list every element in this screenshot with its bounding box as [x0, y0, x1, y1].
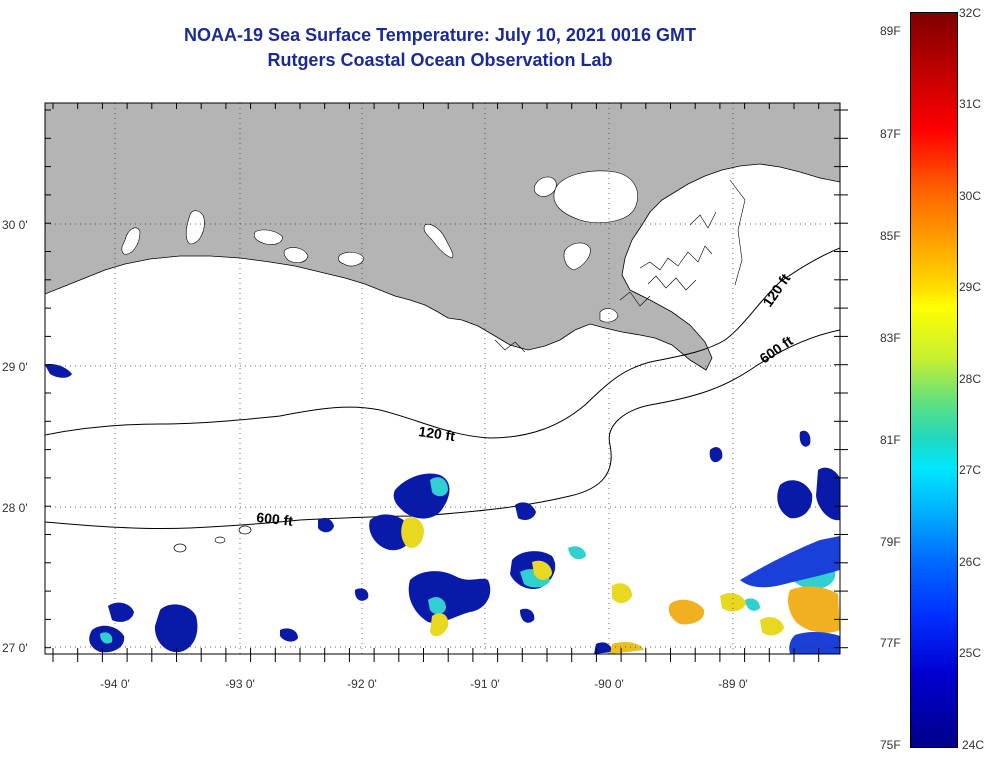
contour-label: 600 ft — [256, 509, 294, 529]
lon-label: -93 0' — [225, 677, 255, 691]
lon-label: -91 0' — [470, 677, 500, 691]
colorbar-celsius-label: 31C — [959, 97, 982, 111]
colorbar-celsius-label: 25C — [959, 646, 982, 660]
colorbar-celsius-label: 29C — [959, 280, 982, 294]
colorbar-fahrenheit-label: 87F — [880, 127, 901, 141]
contour-label: 120 ft — [418, 423, 457, 444]
colorbar-fahrenheit-label: 89F — [880, 24, 901, 38]
lat-label: 27 0' — [2, 641, 28, 655]
lakes — [121, 170, 638, 323]
colorbar-fahrenheit-label: 79F — [880, 535, 901, 549]
contour-600ft — [45, 329, 840, 530]
map-frame — [44, 102, 841, 655]
lat-label: 30 0' — [2, 218, 28, 232]
map-title: NOAA-19 Sea Surface Temperature: July 10… — [184, 25, 696, 45]
lon-label: -89 0' — [718, 677, 748, 691]
colorbar-celsius-label: 24C — [962, 738, 985, 752]
colorbar-celsius-label: 27C — [959, 463, 982, 477]
lat-label: 28 0' — [2, 501, 28, 515]
colorbar-celsius-label: 30C — [959, 189, 982, 203]
colorbar-fahrenheit-label: 77F — [880, 636, 901, 650]
colorbar-fahrenheit-label: 83F — [880, 331, 901, 345]
lat-label: 29 0' — [2, 360, 28, 374]
colorbar-fahrenheit-label: 75F — [880, 738, 901, 752]
colorbar-celsius-label: 26C — [959, 555, 982, 569]
colorbar-celsius-label: 28C — [959, 372, 982, 386]
lon-label: -90 0' — [594, 677, 624, 691]
temperature-colorbar — [910, 12, 958, 748]
tick-marks — [45, 103, 848, 662]
colorbar-fahrenheit-label: 81F — [880, 433, 901, 447]
delta-marsh — [494, 179, 746, 353]
contour-120ft-west — [45, 247, 840, 439]
map-subtitle: Rutgers Coastal Ocean Observation Lab — [267, 50, 613, 70]
colorbar-fahrenheit-label: 85F — [880, 229, 901, 243]
graticule — [45, 103, 840, 654]
lon-label: -94 0' — [100, 677, 130, 691]
lon-label: -92 0' — [347, 677, 377, 691]
colorbar-celsius-label: 32C — [959, 6, 982, 20]
